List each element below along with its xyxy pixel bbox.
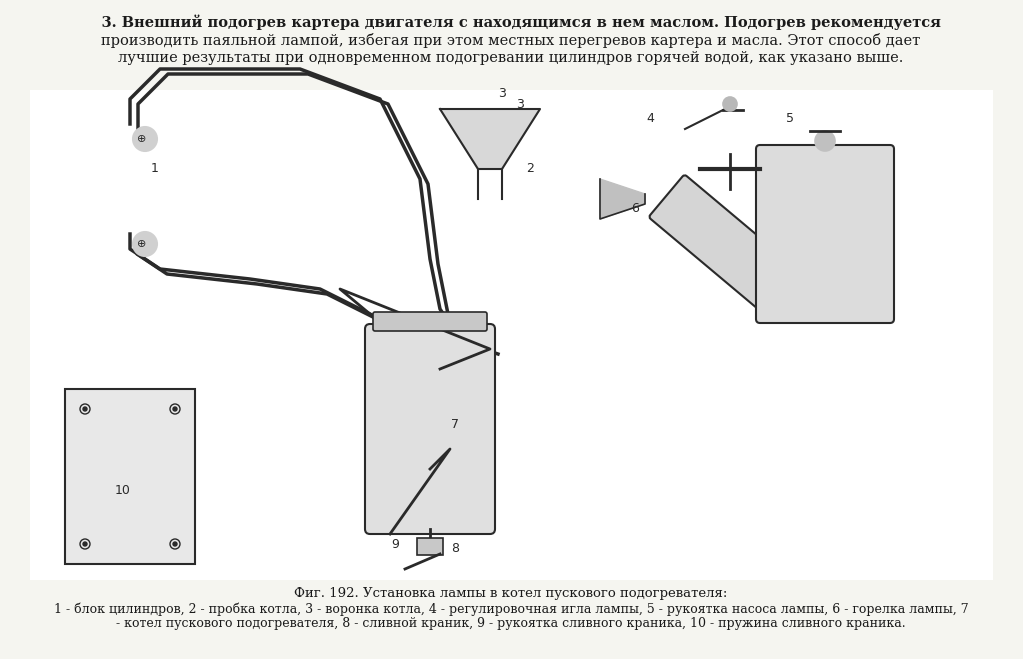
Text: производить паяльной лампой, избегая при этом местных перегревов картера и масла: производить паяльной лампой, избегая при…	[101, 33, 921, 48]
Text: ⊕: ⊕	[137, 134, 146, 144]
Text: лучшие результаты при одновременном подогревании цилиндров горячей водой, как ук: лучшие результаты при одновременном подо…	[119, 51, 903, 65]
FancyBboxPatch shape	[417, 538, 443, 555]
FancyBboxPatch shape	[756, 145, 894, 323]
Text: 9: 9	[391, 538, 399, 550]
Text: 2: 2	[526, 163, 534, 175]
FancyBboxPatch shape	[365, 324, 495, 534]
Circle shape	[173, 407, 177, 411]
Circle shape	[133, 232, 157, 256]
Text: 8: 8	[451, 542, 459, 556]
Text: 6: 6	[631, 202, 639, 215]
FancyBboxPatch shape	[30, 90, 993, 580]
Text: 10: 10	[115, 484, 131, 497]
Circle shape	[723, 97, 737, 111]
Text: Фиг. 192. Установка лампы в котел пускового подогревателя:: Фиг. 192. Установка лампы в котел пусков…	[295, 587, 727, 600]
Circle shape	[83, 542, 87, 546]
FancyBboxPatch shape	[650, 175, 810, 323]
Text: 3: 3	[498, 87, 506, 100]
Text: 3: 3	[516, 98, 524, 111]
Circle shape	[133, 127, 157, 151]
Text: 1: 1	[151, 163, 159, 175]
FancyBboxPatch shape	[373, 312, 487, 331]
Text: 7: 7	[451, 418, 459, 430]
Text: ⊕: ⊕	[137, 239, 146, 249]
Text: - котел пускового подогревателя, 8 - сливной краник, 9 - рукоятка сливного крани: - котел пускового подогревателя, 8 - сли…	[117, 617, 905, 630]
Polygon shape	[440, 109, 540, 169]
Text: 3. Внешний подогрев картера двигателя с находящимся в нем маслом. Подогрев реком: 3. Внешний подогрев картера двигателя с …	[81, 15, 941, 30]
Circle shape	[815, 131, 835, 151]
Circle shape	[173, 542, 177, 546]
FancyBboxPatch shape	[65, 389, 195, 564]
Text: 5: 5	[786, 113, 794, 125]
Polygon shape	[601, 179, 644, 219]
Text: 1 - блок цилиндров, 2 - пробка котла, 3 - воронка котла, 4 - регулировочная игла: 1 - блок цилиндров, 2 - пробка котла, 3 …	[53, 602, 969, 616]
Circle shape	[83, 407, 87, 411]
Text: 4: 4	[647, 113, 654, 125]
